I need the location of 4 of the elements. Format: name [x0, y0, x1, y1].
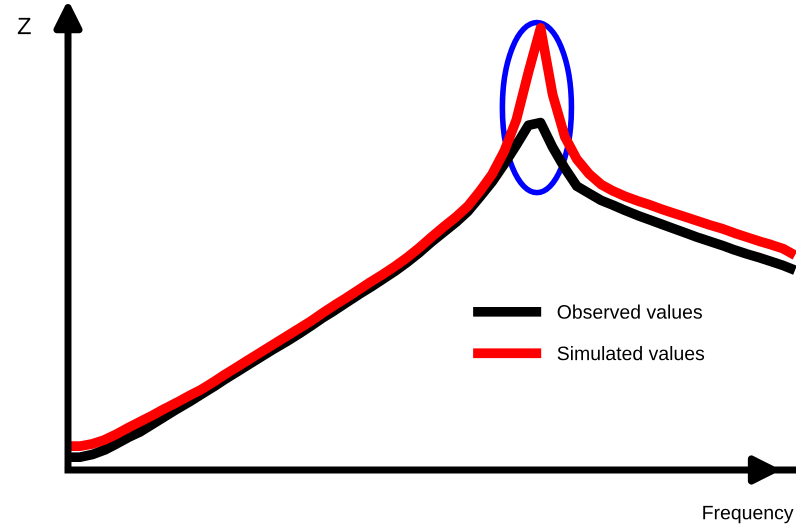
x-axis-title: Frequency: [703, 506, 794, 524]
legend-label: Observed values: [558, 304, 702, 319]
y-axis-title: Z: [18, 18, 31, 34]
legend-label: Simulated values: [558, 346, 704, 360]
